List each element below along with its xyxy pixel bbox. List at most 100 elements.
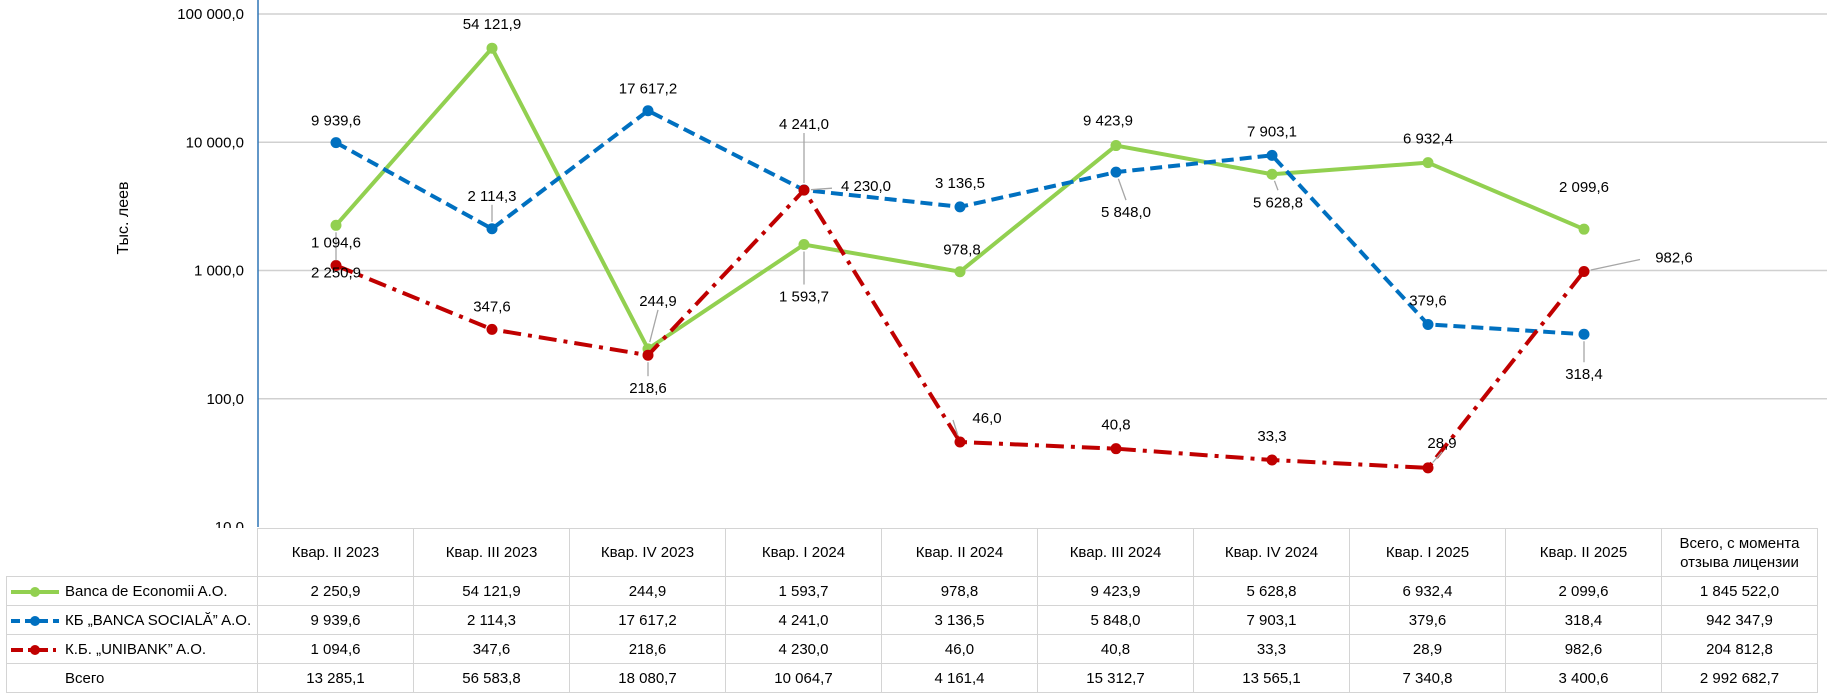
data-label: 2 114,3 [468,188,517,205]
data-label: 2 250,9 [311,264,361,281]
legend-label: КБ „BANCA SOCIALĂ” A.O. [65,611,252,629]
data-point [1422,462,1434,474]
data-label: 54 121,9 [463,16,521,33]
data-label: 978,8 [943,242,981,259]
table-cell: 2 992 682,7 [1661,663,1818,693]
data-label: 318,4 [1565,366,1603,383]
leader-line [1273,180,1279,191]
data-point [1578,265,1590,277]
data-label: 40,8 [1101,417,1130,434]
data-label: 17 617,2 [619,81,677,98]
data-label: 1 094,6 [311,234,361,251]
leader-line [952,419,959,436]
table-row: КБ „BANCA SOCIALĂ” A.O. 9 939,6 2 114,3 17 … [6,605,1818,635]
y-axis-label: Тыс. леев [115,181,132,254]
data-table: Квар. II 2023 Квар. III 2023 Квар. IV 2023… [6,528,1818,693]
data-label: 9 423,9 [1083,113,1133,130]
table-cell: 13 285,1 [257,663,414,693]
table-cell: 3 136,5 [881,605,1038,635]
y-tick-label: 100,0 [206,391,244,408]
leader-line [1590,258,1641,271]
table-cell: 17 617,2 [569,605,726,635]
data-point [1422,318,1434,330]
column-header: Квар. III 2023 [413,528,570,577]
table-cell: 1 845 522,0 [1661,576,1818,606]
table-cell: 10 064,7 [725,663,882,693]
table-cell: 9 939,6 [257,605,414,635]
data-point [798,184,810,196]
data-label: 9 939,6 [311,113,361,130]
legend-key [11,586,59,597]
column-header: Квар. II 2024 [881,528,1038,577]
column-header: Квар. II 2023 [257,528,414,577]
table-row: К.Б. „UNIBANK” A.O. 1 094,6 347,6 218,6 4 23… [6,634,1818,664]
data-point [330,259,342,271]
leader-line [1117,178,1127,201]
data-label: 28,9 [1427,435,1456,452]
table-cell: 33,3 [1193,634,1350,664]
table-cell: 28,9 [1349,634,1506,664]
table-row: Всего 13 285,1 56 583,8 18 080,7 10 064,7 4 1… [6,663,1818,693]
column-header: Квар. IV 2024 [1193,528,1350,577]
data-point [642,105,654,117]
legend-key [11,644,59,655]
table-cell: 18 080,7 [569,663,726,693]
table-cell: 347,6 [413,634,570,664]
table-cell: 13 565,1 [1193,663,1350,693]
data-label: 3 136,5 [935,175,985,192]
data-label: 5 848,0 [1101,204,1151,221]
table-corner [6,528,258,577]
table-cell: 978,8 [881,576,1038,606]
data-label: 347,6 [473,298,511,315]
y-tick-label: 1 000,0 [194,263,244,280]
table-cell: 942 347,9 [1661,605,1818,635]
table-cell: 7 340,8 [1349,663,1506,693]
table-cell: 46,0 [881,634,1038,664]
data-point [1266,149,1278,161]
data-point [1266,168,1278,180]
y-tick-label: 10,0 [215,519,244,528]
table-cell: 7 903,1 [1193,605,1350,635]
leader-line [649,309,659,343]
leader-line [810,187,833,191]
data-label: 33,3 [1257,428,1286,445]
legend-key [11,615,59,626]
y-tick-label: 10 000,0 [186,134,244,151]
table-cell: 2 099,6 [1505,576,1662,606]
data-label: 1 593,7 [779,289,829,306]
table-cell: 982,6 [1505,634,1662,664]
legend-label: Banca de Economii A.O. [65,582,228,600]
data-point [954,436,966,448]
table-cell: 5 848,0 [1037,605,1194,635]
table-cell: 1 094,6 [257,634,414,664]
table-cell: 244,9 [569,576,726,606]
table-row: Banca de Economii A.O. 2 250,9 54 121,9 244… [6,576,1818,606]
legend-label: Всего [65,669,105,687]
column-header: Всего, с момента отзыва лицензии [1661,528,1818,577]
data-point [1110,166,1122,178]
table-cell: 1 593,7 [725,576,882,606]
series-line-1 [334,46,1585,351]
data-point [486,223,498,235]
data-point [330,219,342,231]
data-point [954,201,966,213]
legend-entry: Всего [6,663,258,693]
legend-entry: К.Б. „UNIBANK” A.O. [6,634,258,664]
line-chart: 10,0 100,0 1 000,0 10 000,0 100 000,0 Тыс. л… [115,0,1827,528]
data-point [1422,157,1434,169]
data-point [486,323,498,335]
data-label: 5 628,8 [1253,194,1303,211]
data-point [798,239,810,251]
legend-entry: Banca de Economii A.O. [6,576,258,606]
data-label: 2 099,6 [1559,179,1609,196]
table-cell: 2 114,3 [413,605,570,635]
table-cell: 15 312,7 [1037,663,1194,693]
data-point [1578,223,1590,235]
data-label: 244,9 [639,293,677,310]
y-tick-label: 100 000,0 [177,6,244,23]
data-label: 46,0 [972,410,1001,427]
table-cell: 56 583,8 [413,663,570,693]
series-line-2 [335,108,1585,337]
table-header-row: Квар. II 2023 Квар. III 2023 Квар. IV 2023… [6,528,1818,577]
data-label: 379,6 [1409,292,1447,309]
